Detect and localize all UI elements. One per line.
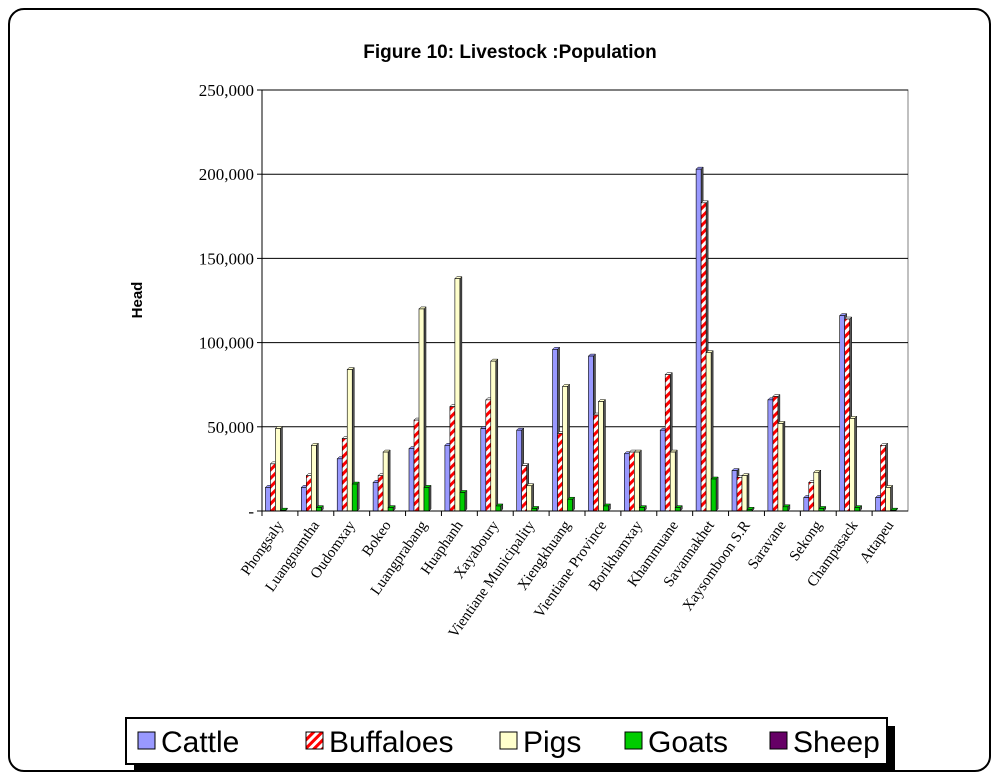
bar-goats <box>495 505 502 512</box>
legend-swatch-pigs <box>499 731 518 750</box>
bar-goats <box>423 487 430 512</box>
bar-buffaloes <box>664 374 671 512</box>
bar-pigs <box>526 485 532 512</box>
bar-cattle <box>695 168 702 512</box>
legend-swatch-goats <box>624 731 643 750</box>
bar-pigs <box>346 369 353 512</box>
axes-group: - 50,000 100,000 150,000 200,000 250,000 <box>199 81 908 521</box>
bar-buffaloes <box>521 465 527 512</box>
bars-group <box>264 166 899 512</box>
x-tick-label: Attapeu <box>857 518 898 566</box>
y-tick-label: 250,000 <box>199 81 254 100</box>
legend-label-sheep: Sheep <box>793 726 880 759</box>
legend-label-pigs: Pigs <box>523 726 581 759</box>
bar-goats <box>316 507 322 512</box>
bar-cattle <box>336 458 343 512</box>
bar-pigs <box>562 386 568 512</box>
bar-pigs <box>311 445 317 512</box>
bar-cattle <box>839 315 845 512</box>
bar-cattle <box>731 470 738 512</box>
bar-pigs <box>741 475 748 512</box>
bar-buffaloes <box>629 451 635 512</box>
bar-goats <box>603 505 609 512</box>
bar-pigs <box>885 487 891 512</box>
bar-goats <box>674 507 681 512</box>
bar-cattle <box>767 399 774 512</box>
bar-cattle <box>588 355 594 512</box>
bar-pigs <box>813 471 820 512</box>
bar-buffaloes <box>557 433 563 512</box>
y-axis-label: Head <box>129 282 146 319</box>
bar-buffaloes <box>341 438 348 512</box>
bar-cattle <box>408 448 415 512</box>
legend-swatch-cattle <box>137 731 156 750</box>
bar-buffaloes <box>772 396 779 512</box>
bar-buffaloes <box>485 399 492 512</box>
bar-goats <box>854 507 860 512</box>
bar-buffaloes <box>306 475 312 512</box>
legend-label-cattle: Cattle <box>161 726 239 759</box>
bar-cattle <box>516 429 522 512</box>
bar-pigs <box>275 428 281 512</box>
bar-goats <box>782 506 789 512</box>
bar-pigs <box>454 278 461 512</box>
bar-pigs <box>634 451 640 512</box>
y-tick-label: 150,000 <box>199 249 254 268</box>
bar-buffaloes <box>880 445 886 512</box>
bar-goats <box>639 507 645 512</box>
bar-goats <box>387 507 394 512</box>
bar-goats <box>351 483 358 512</box>
bar-cattle <box>552 349 558 512</box>
bar-buffaloes <box>413 419 420 512</box>
chart-title: Figure 10: Livestock :Population <box>363 42 657 63</box>
bar-cattle <box>301 487 307 512</box>
bar-buffaloes <box>270 463 276 512</box>
bar-buffaloes <box>449 406 456 512</box>
bar-buffaloes <box>736 477 743 512</box>
y-tick-label: - <box>248 502 254 521</box>
plot-border <box>261 89 909 512</box>
y-tick-label: 100,000 <box>199 334 254 353</box>
y-tick-label: 50,000 <box>207 418 254 437</box>
x-tick-label: Bokeo <box>359 518 395 559</box>
bar-cattle <box>803 497 810 512</box>
bar-buffaloes <box>808 482 815 512</box>
y-tick-label: 200,000 <box>199 165 254 184</box>
bar-goats <box>710 478 717 512</box>
plot-area <box>261 89 909 512</box>
bar-pigs <box>598 401 604 512</box>
bar-cattle <box>372 482 379 512</box>
bar-cattle <box>875 497 881 512</box>
bar-cattle <box>480 428 487 512</box>
bar-buffaloes <box>844 318 850 512</box>
bar-cattle <box>624 453 630 512</box>
bar-pigs <box>490 360 497 512</box>
legend: Cattle Buffaloes Pigs Goats Sheep <box>125 717 895 772</box>
bar-pigs <box>705 352 712 512</box>
bar-pigs <box>777 423 784 512</box>
legend-label-goats: Goats <box>648 726 728 759</box>
bar-buffaloes <box>700 202 707 512</box>
bar-goats <box>459 492 466 512</box>
bar-pigs <box>849 418 855 512</box>
legend-swatch-buffaloes <box>305 731 324 750</box>
legend-swatch-sheep <box>769 731 788 750</box>
bar-goats <box>567 498 573 512</box>
bar-pigs <box>418 308 425 512</box>
bar-pigs <box>669 451 676 512</box>
x-tick-label: Xaysomboon S.R <box>680 518 754 614</box>
bar-buffaloes <box>377 475 384 512</box>
bar-cattle <box>265 487 271 512</box>
legend-label-buffaloes: Buffaloes <box>329 726 454 759</box>
bar-cattle <box>659 429 666 512</box>
bar-buffaloes <box>593 414 599 512</box>
bar-pigs <box>382 451 389 512</box>
bar-cattle <box>444 445 451 512</box>
